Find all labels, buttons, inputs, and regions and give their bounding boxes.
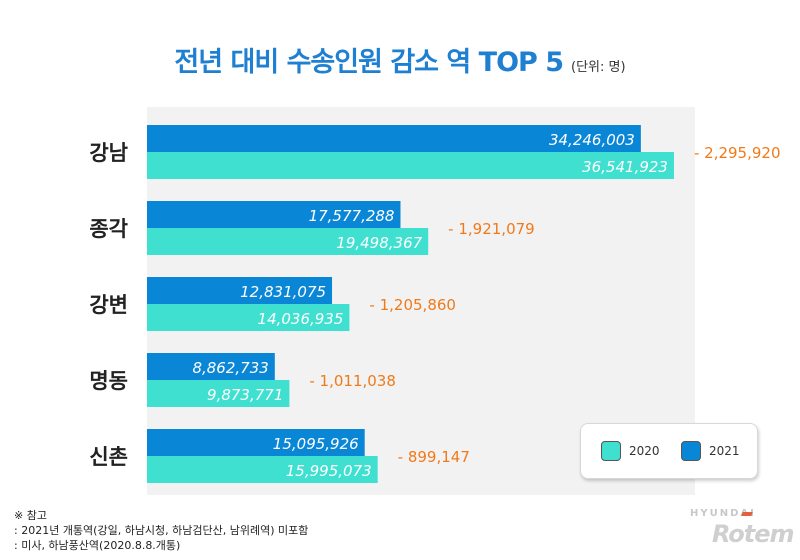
difference-label: - 1,011,038 <box>309 372 396 390</box>
category-label: 명동 <box>89 369 128 393</box>
value-label-2020: 15,995,073 <box>286 462 372 480</box>
difference-label: - 2,295,920 <box>694 144 781 162</box>
bar-2020 <box>147 304 350 331</box>
value-label-2021: 15,095,926 <box>273 435 359 453</box>
logo-top-text: HYUNDAI <box>690 508 756 519</box>
value-label-2021: 12,831,075 <box>240 283 326 301</box>
legend: 2020 2021 <box>580 423 758 479</box>
bar-2021 <box>147 353 275 380</box>
value-label-2021: 34,246,003 <box>549 131 635 149</box>
legend-swatch-2021 <box>681 441 701 461</box>
chart-unit: (단위: 명) <box>571 60 626 75</box>
value-label-2020: 14,036,935 <box>258 310 344 328</box>
value-label-2021: 17,577,288 <box>309 207 395 225</box>
bar-2020 <box>147 380 290 407</box>
value-label-2020: 36,541,923 <box>582 158 668 176</box>
category-label: 신촌 <box>89 445 128 469</box>
category-label: 강변 <box>89 293 128 317</box>
bar-2021 <box>147 277 333 304</box>
legend-label-2020: 2020 <box>629 444 660 458</box>
value-label-2020: 9,873,771 <box>207 386 283 404</box>
bar-2021 <box>147 125 641 152</box>
category-label: 강남 <box>89 141 128 165</box>
difference-label: - 1,921,079 <box>448 220 535 238</box>
legend-swatch-2020 <box>601 441 621 461</box>
difference-label: - 899,147 <box>398 448 470 466</box>
bar-2020 <box>147 228 429 255</box>
logo-bottom-text: Rotem <box>712 520 795 548</box>
bar-2021 <box>147 429 365 456</box>
bar-2020 <box>147 456 378 483</box>
footnote-line-2: : 미사, 하남풍산역(2020.8.8.개통) <box>14 539 181 552</box>
footnote-heading: ※ 참고 <box>14 509 47 522</box>
hyundai-rotem-logo: HYUNDAI Rotem <box>690 508 795 558</box>
footnote: ※ 참고 : 2021년 개통역(강일, 하남시청, 하남검단산, 남위례역) … <box>14 508 308 553</box>
chart-title: 전년 대비 수송인원 감소 역 TOP 5 (단위: 명) <box>0 40 800 79</box>
footnote-line-1: : 2021년 개통역(강일, 하남시청, 하남검단산, 남위례역) 미포함 <box>14 524 309 537</box>
value-label-2021: 8,862,733 <box>192 359 268 377</box>
legend-item-2020: 2020 <box>601 441 660 461</box>
legend-item-2021: 2021 <box>681 441 740 461</box>
chart-title-main: 전년 대비 수송인원 감소 역 TOP 5 <box>174 47 564 78</box>
bar-2021 <box>147 201 401 228</box>
difference-label: - 1,205,860 <box>369 296 456 314</box>
value-label-2020: 19,498,367 <box>336 234 422 252</box>
legend-label-2021: 2021 <box>709 444 740 458</box>
logo-mark <box>741 512 753 516</box>
category-label: 종각 <box>89 217 128 241</box>
bar-2020 <box>147 152 674 179</box>
